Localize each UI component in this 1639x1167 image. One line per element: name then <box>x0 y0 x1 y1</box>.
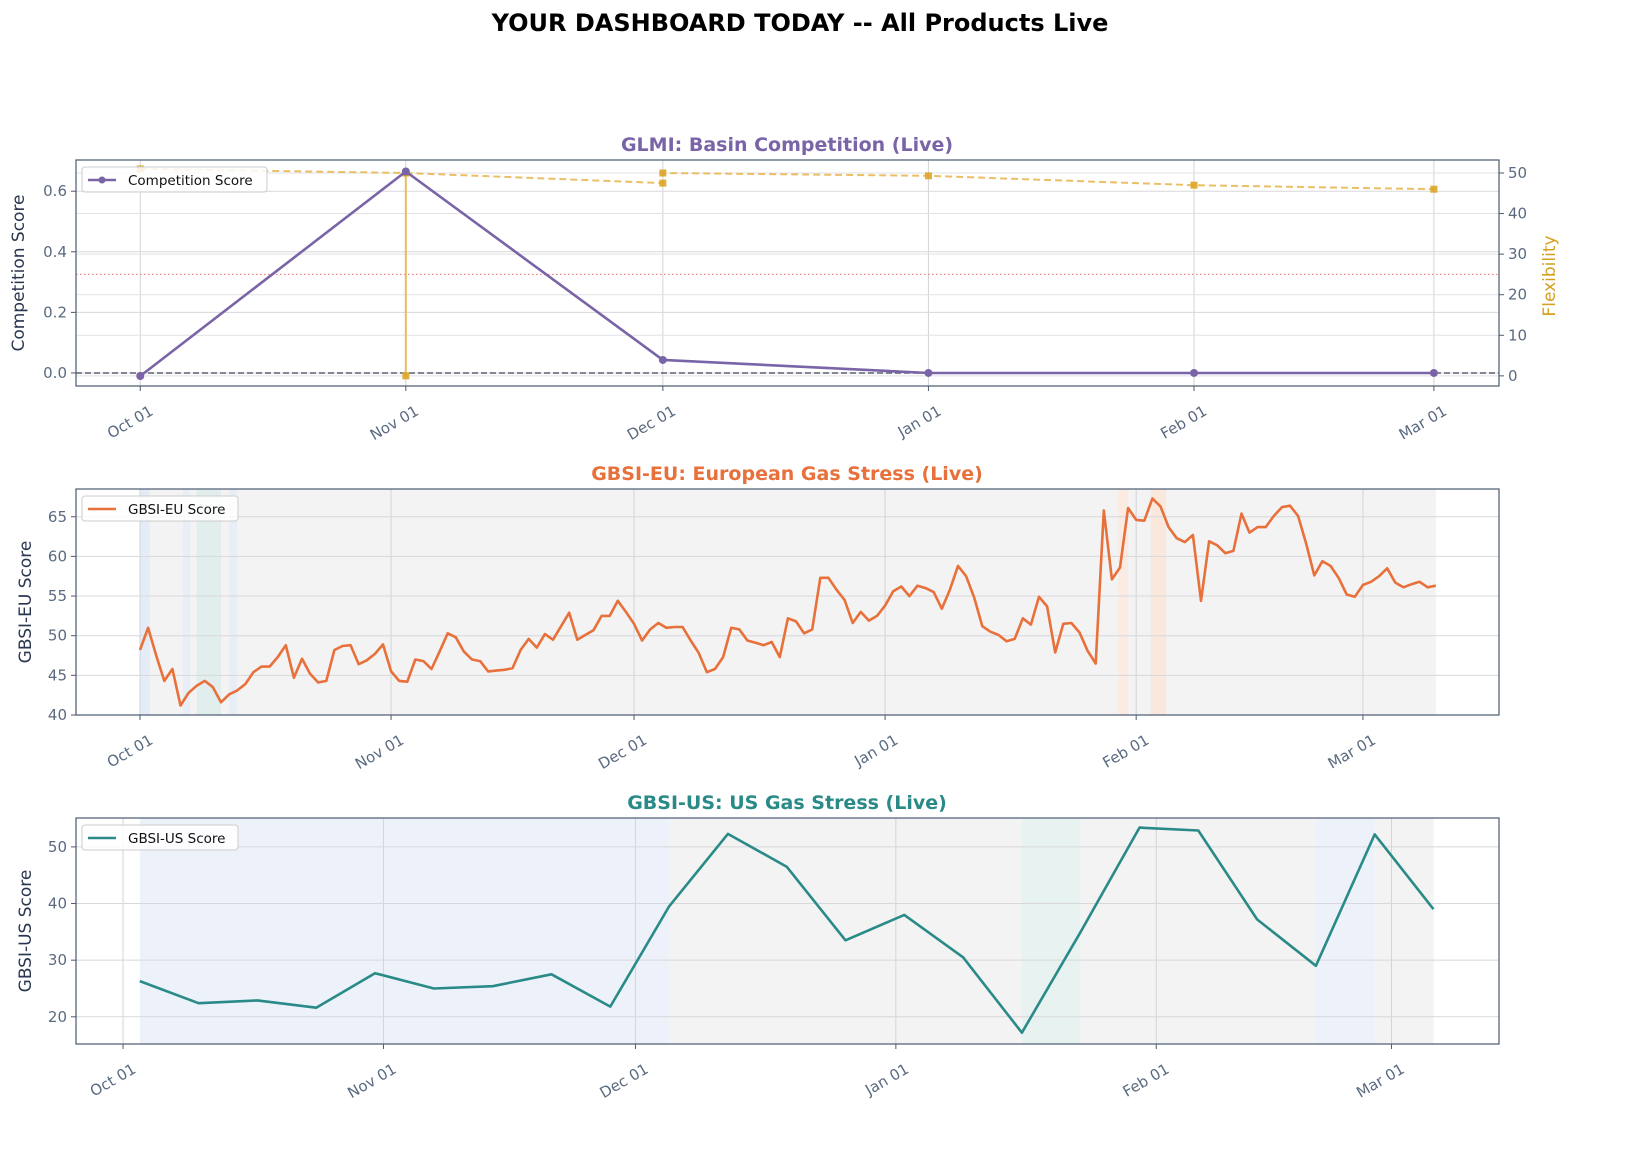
y-tick-label: 0.6 <box>43 182 67 200</box>
glmi-y2-axis-label: Flexibility <box>1540 235 1560 316</box>
regime-band <box>1374 818 1434 1044</box>
flexibility-point <box>402 372 410 380</box>
y-tick-label: 40 <box>48 895 67 913</box>
x-tick-label: Nov 01 <box>344 1060 399 1102</box>
legend-box <box>81 166 268 193</box>
y2-tick-label: 10 <box>1508 326 1527 344</box>
legend-label: GBSI-US Score <box>128 831 225 847</box>
regime-band <box>1080 818 1316 1044</box>
legend-marker <box>98 176 106 184</box>
x-tick-label: Dec 01 <box>595 731 650 773</box>
y2-tick-label: 20 <box>1508 286 1527 304</box>
regime-band <box>182 489 191 715</box>
axes-frame <box>75 817 1500 1045</box>
glmi-y-axis-label: Competition Score <box>9 194 29 351</box>
regime-band <box>1150 489 1167 715</box>
regime-band <box>139 489 1436 715</box>
x-tick-label: Nov 01 <box>352 731 407 773</box>
flexibility-point <box>1430 185 1438 193</box>
x-tick-label: Mar 01 <box>1325 731 1379 773</box>
x-tick-label: Oct 01 <box>87 1060 139 1100</box>
gbsi-eu-score-line <box>138 497 1437 707</box>
legend-label: Competition Score <box>128 173 253 189</box>
legend: Competition Score <box>81 166 268 193</box>
y-tick-label: 40 <box>48 706 67 724</box>
glmi-chart-panel: Oct 01 Nov 01 Dec 01 Jan 01 Feb 01 Mar 01 0.0 0… <box>43 159 1527 444</box>
x-tick-label: Oct 01 <box>104 402 156 442</box>
gbsi-us-chart-title: GBSI-US: US Gas Stress (Live) <box>627 792 947 814</box>
regime-band <box>1021 818 1081 1044</box>
y-tick-label: 55 <box>48 587 67 605</box>
legend-box <box>81 495 239 522</box>
plot-area <box>76 160 1499 386</box>
gbsi-eu-chart-title: GBSI-EU: European Gas Stress (Live) <box>591 463 983 485</box>
y-tick-label: 0.0 <box>43 364 67 382</box>
x-tick-label: Feb 01 <box>1099 731 1152 772</box>
regime-band <box>669 818 1022 1044</box>
gbsi-us-score-line <box>139 826 1435 1034</box>
regime-band <box>139 489 150 715</box>
competition-score-point <box>1190 368 1199 377</box>
competition-score-point <box>1429 368 1438 377</box>
regime-band <box>1118 489 1129 715</box>
x-tick-label: Feb 01 <box>1157 402 1210 443</box>
legend: GBSI-US Score <box>81 824 239 851</box>
x-tick-label: Dec 01 <box>624 402 679 444</box>
gbsi-us-chart-panel: Oct 01 Nov 01 Dec 01 Jan 01 Feb 01 Mar 01 20 30… <box>48 817 1500 1102</box>
x-tick-label: Mar 01 <box>1353 1060 1407 1102</box>
y-tick-label: 0.4 <box>43 243 67 261</box>
y-tick-label: 20 <box>48 1008 67 1026</box>
competition-score-point <box>924 368 933 377</box>
y-tick-label: 50 <box>48 838 67 856</box>
y-tick-label: 50 <box>48 627 67 645</box>
competition-score-point <box>658 355 667 364</box>
gbsi-us-y-axis-label: GBSI-US Score <box>16 870 36 993</box>
competition-score-point <box>136 372 145 381</box>
y-tick-label: 30 <box>48 951 67 969</box>
x-tick-label: Jan 01 <box>851 731 902 771</box>
y2-tick-label: 0 <box>1508 367 1518 385</box>
x-tick-label: Jan 01 <box>861 1060 912 1100</box>
y-tick-label: 65 <box>48 508 67 526</box>
x-tick-label: Oct 01 <box>104 731 156 771</box>
y-tick-label: 45 <box>48 666 67 684</box>
flexibility-point <box>1190 181 1198 189</box>
legend-label: GBSI-EU Score <box>128 502 225 518</box>
x-tick-label: Jan 01 <box>894 402 945 442</box>
x-tick-label: Nov 01 <box>367 402 422 444</box>
y-tick-label: 0.2 <box>43 303 67 321</box>
legend: GBSI-EU Score <box>81 495 239 522</box>
axes-frame <box>75 159 1500 387</box>
competition-score-line <box>139 170 1434 378</box>
axes-frame <box>75 488 1500 716</box>
regime-band <box>139 818 670 1044</box>
flexibility-point <box>659 179 667 187</box>
y2-tick-label: 50 <box>1508 164 1527 182</box>
figure-title: YOUR DASHBOARD TODAY -- All Products Liv… <box>491 9 1109 37</box>
y2-tick-label: 30 <box>1508 245 1527 263</box>
flexibility-point <box>924 172 932 180</box>
x-tick-label: Mar 01 <box>1396 402 1450 444</box>
gbsi-eu-y-axis-label: GBSI-EU Score <box>16 541 36 664</box>
x-tick-label: Dec 01 <box>597 1060 652 1102</box>
y2-tick-label: 40 <box>1508 205 1527 223</box>
gbsi-eu-chart-panel: Oct 01 Nov 01 Dec 01 Jan 01 Feb 01 Mar 01 40 45… <box>48 488 1500 773</box>
glmi-chart-title: GLMI: Basin Competition (Live) <box>621 134 953 156</box>
competition-score-point <box>401 167 410 176</box>
regime-band <box>196 489 221 715</box>
flexibility-point <box>659 169 667 177</box>
y-tick-label: 60 <box>48 547 67 565</box>
legend-box <box>81 824 239 851</box>
x-tick-label: Feb 01 <box>1120 1060 1173 1101</box>
regime-band <box>229 489 238 715</box>
